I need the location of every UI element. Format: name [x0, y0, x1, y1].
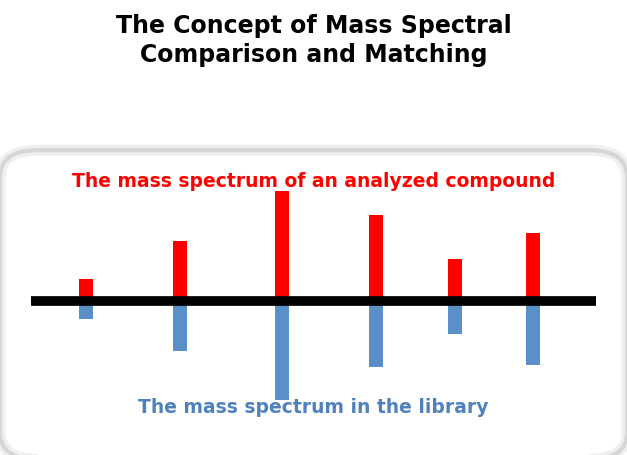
- Text: The mass spectrum in the library: The mass spectrum in the library: [138, 398, 489, 417]
- Bar: [173, 301, 187, 351]
- Bar: [275, 191, 289, 301]
- Bar: [369, 301, 383, 367]
- Bar: [448, 301, 461, 334]
- Bar: [526, 233, 540, 301]
- Bar: [79, 279, 93, 301]
- Bar: [275, 301, 289, 400]
- Bar: [526, 301, 540, 365]
- Bar: [79, 301, 93, 319]
- Text: The Concept of Mass Spectral
Comparison and Matching: The Concept of Mass Spectral Comparison …: [115, 14, 512, 67]
- Bar: [369, 216, 383, 301]
- Bar: [173, 241, 187, 301]
- Bar: [448, 259, 461, 301]
- Text: The mass spectrum of an analyzed compound: The mass spectrum of an analyzed compoun…: [72, 172, 555, 191]
